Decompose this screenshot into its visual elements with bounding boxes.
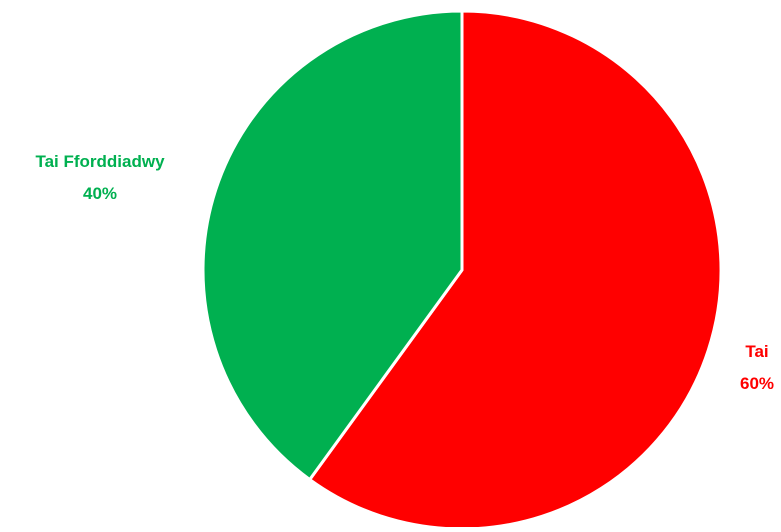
slice-label-name-affordable: Tai Fforddiadwy (35, 152, 165, 171)
pie-slice-affordable (201, 9, 464, 482)
slice-label-percent-tai: 60% (740, 374, 774, 393)
slice-label-name-tai: Tai (745, 342, 768, 361)
slice-label-percent-affordable: 40% (83, 184, 117, 203)
pie-slices (201, 9, 723, 531)
